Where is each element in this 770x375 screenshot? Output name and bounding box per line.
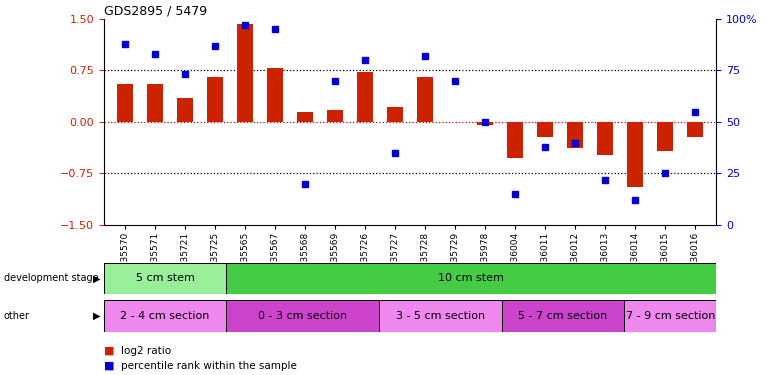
Bar (296, 112, 313, 122)
Bar (266, 68, 283, 122)
Bar (387, 107, 403, 122)
Text: ▶: ▶ (92, 311, 100, 321)
Bar (624, 300, 716, 332)
Text: log2 ratio: log2 ratio (121, 346, 171, 355)
Text: percentile rank within the sample: percentile rank within the sample (121, 361, 296, 370)
Bar (380, 300, 502, 332)
Text: development stage: development stage (4, 273, 99, 284)
Bar (477, 122, 494, 125)
Bar (567, 122, 584, 148)
Bar (104, 262, 226, 294)
Text: 2 - 4 cm section: 2 - 4 cm section (120, 311, 210, 321)
Text: 7 - 9 cm section: 7 - 9 cm section (625, 311, 715, 321)
Text: GDS2895 / 5479: GDS2895 / 5479 (104, 4, 207, 18)
Text: other: other (4, 311, 30, 321)
Bar (117, 84, 133, 122)
Bar (357, 72, 373, 122)
Text: 10 cm stem: 10 cm stem (438, 273, 504, 284)
Bar (417, 77, 434, 122)
Bar (104, 300, 226, 332)
Bar (226, 300, 380, 332)
Text: ■: ■ (104, 361, 115, 370)
Text: 0 - 3 cm section: 0 - 3 cm section (259, 311, 347, 321)
Text: 3 - 5 cm section: 3 - 5 cm section (396, 311, 485, 321)
Bar (226, 262, 716, 294)
Bar (507, 122, 524, 158)
Bar (657, 122, 673, 151)
Bar (502, 300, 624, 332)
Bar (597, 122, 614, 155)
Text: 5 cm stem: 5 cm stem (136, 273, 195, 284)
Text: ■: ■ (104, 346, 115, 355)
Bar (236, 24, 253, 122)
Bar (147, 84, 163, 122)
Bar (326, 110, 343, 122)
Text: ▶: ▶ (92, 273, 100, 284)
Bar (537, 122, 554, 137)
Bar (177, 98, 193, 122)
Bar (627, 122, 643, 187)
Bar (687, 122, 703, 137)
Bar (206, 77, 223, 122)
Text: 5 - 7 cm section: 5 - 7 cm section (518, 311, 608, 321)
